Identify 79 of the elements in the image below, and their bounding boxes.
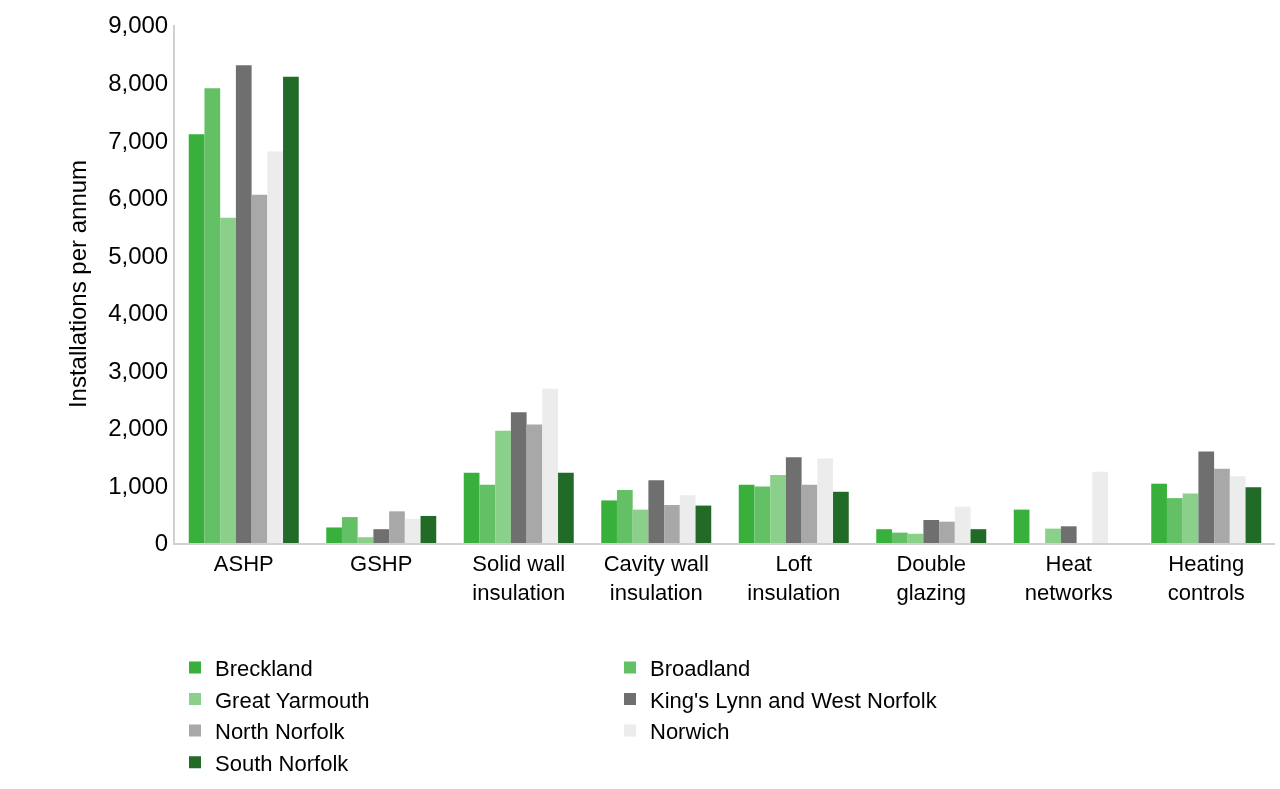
bar [267, 151, 284, 543]
legend-label: Norwich [650, 719, 730, 745]
bar [235, 65, 252, 543]
bar [389, 511, 405, 543]
bar [220, 217, 236, 543]
legend-label: Broadland [650, 655, 751, 681]
bar [695, 505, 712, 543]
y-tick-label: 9,000 [108, 11, 169, 39]
bar [510, 412, 527, 543]
bar [204, 88, 221, 543]
bar [188, 134, 205, 543]
bar [283, 76, 299, 543]
bar [939, 521, 955, 543]
y-tick-label: 2,000 [108, 414, 169, 442]
bar [1045, 528, 1061, 543]
bar [770, 475, 786, 543]
y-axis-title: Installations per annum [63, 159, 91, 409]
bar [648, 480, 665, 543]
x-tick-label: Loft insulation [747, 551, 841, 605]
bar [616, 490, 633, 543]
bar [373, 529, 390, 543]
bar [679, 495, 696, 543]
bar [833, 491, 849, 543]
legend-label: Breckland [215, 655, 313, 681]
bar [479, 484, 496, 543]
bar [357, 537, 374, 543]
bar [526, 424, 543, 543]
bar [754, 486, 771, 543]
legend-label: North Norfolk [215, 719, 346, 745]
bar [1214, 468, 1230, 543]
bar [817, 458, 834, 543]
bar [1229, 476, 1246, 543]
bar [558, 472, 574, 543]
x-tick-label: Cavity wall insulation [603, 551, 709, 605]
bar [341, 517, 358, 543]
bar [495, 430, 511, 543]
x-tick-label: ASHP [213, 551, 274, 577]
y-tick-label: 7,000 [108, 126, 169, 154]
bar [907, 533, 924, 543]
x-tick-label: Heat networks [1024, 551, 1113, 605]
legend-label: South Norfolk [215, 750, 350, 776]
bar [1060, 526, 1077, 543]
bar [463, 472, 480, 543]
bar [891, 532, 908, 543]
bar [1198, 451, 1215, 543]
bar [251, 194, 268, 543]
bar [542, 388, 559, 543]
legend-label: Great Yarmouth [215, 687, 370, 713]
x-tick-label: Heating controls [1167, 551, 1245, 605]
bar [876, 529, 892, 543]
y-tick-label: 6,000 [108, 184, 169, 212]
bar [738, 484, 755, 543]
bar [632, 509, 649, 543]
bar [1151, 483, 1167, 543]
x-tick-label: Solid wall insulation [472, 551, 566, 605]
bar [601, 500, 617, 543]
bar [1013, 509, 1030, 543]
y-tick-label: 5,000 [108, 241, 169, 269]
bar [404, 518, 421, 543]
legend-label: King's Lynn and West Norfolk [650, 687, 938, 713]
bar [326, 527, 342, 543]
bar [923, 519, 940, 543]
x-tick-label: Double glazing [896, 551, 967, 605]
y-tick-label: 3,000 [108, 356, 169, 384]
bar [1166, 498, 1183, 543]
bar [785, 457, 802, 543]
bar [970, 529, 987, 543]
bar [801, 484, 818, 543]
y-tick-label: 0 [154, 529, 169, 557]
bar [954, 506, 971, 543]
y-tick-label: 4,000 [108, 299, 169, 327]
x-tick-label: GSHP [350, 551, 413, 577]
bar [1092, 471, 1109, 543]
y-tick-label: 8,000 [108, 68, 169, 96]
bar [1245, 487, 1262, 543]
bar [664, 505, 680, 543]
y-tick-label: 1,000 [108, 471, 169, 499]
bar [420, 515, 437, 543]
bar [1182, 493, 1199, 543]
